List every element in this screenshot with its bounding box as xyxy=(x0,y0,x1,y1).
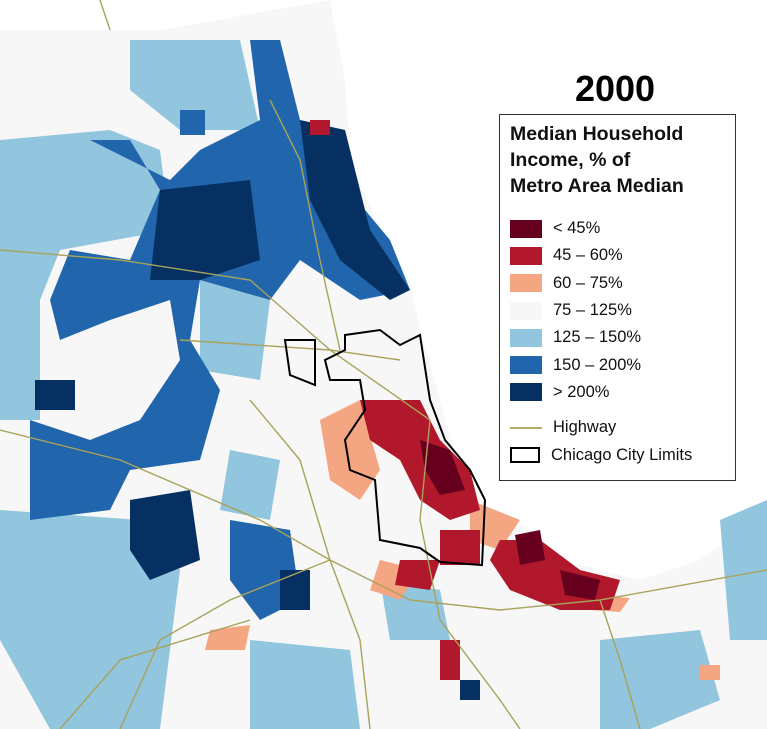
legend-label: < 45% xyxy=(553,219,601,238)
legend-label: > 200% xyxy=(553,382,610,401)
legend-label: 75 – 125% xyxy=(553,301,632,320)
legend-swatch xyxy=(510,246,542,265)
legend-swatch xyxy=(510,301,542,320)
legend-label: 150 – 200% xyxy=(553,355,642,374)
chicago-city-limits xyxy=(283,328,487,567)
city-limits-box-icon xyxy=(510,447,540,464)
legend-label: 125 – 150% xyxy=(553,328,642,347)
tracts-dark-red xyxy=(420,440,600,600)
legend-label: Chicago City Limits xyxy=(551,445,693,464)
tracts-light-blue xyxy=(0,40,767,729)
legend-item: 125 – 150% xyxy=(510,324,725,351)
legend-item: 150 – 200% xyxy=(510,351,725,378)
legend-item: 45 – 60% xyxy=(510,242,725,269)
highway-line-icon xyxy=(510,426,542,429)
legend-item: > 200% xyxy=(510,379,725,406)
legend-swatch xyxy=(510,219,542,238)
legend-title: Median Household Income, % of Metro Area… xyxy=(510,121,725,199)
legend-item: 75 – 125% xyxy=(510,297,725,324)
legend-swatch xyxy=(510,383,542,402)
legend-swatch xyxy=(510,274,542,293)
legend-item: < 45% xyxy=(510,215,725,242)
legend-swatch xyxy=(510,356,542,375)
legend-item-city-limits: Chicago City Limits xyxy=(510,441,725,468)
legend-item-highway: Highway xyxy=(510,414,725,441)
tracts-dark-blue xyxy=(35,120,480,700)
legend-title-line: Metro Area Median xyxy=(510,175,684,197)
legend: Median Household Income, % of Metro Area… xyxy=(499,114,736,481)
legend-label: 60 – 75% xyxy=(553,273,623,292)
legend-title-line: Median Household xyxy=(510,123,684,145)
legend-item: 60 – 75% xyxy=(510,270,725,297)
legend-title-line: Income, % of xyxy=(510,149,631,171)
legend-label: Highway xyxy=(553,418,617,437)
legend-swatch xyxy=(510,328,542,347)
map-year-title: 2000 xyxy=(574,68,656,109)
legend-label: 45 – 60% xyxy=(553,246,623,265)
